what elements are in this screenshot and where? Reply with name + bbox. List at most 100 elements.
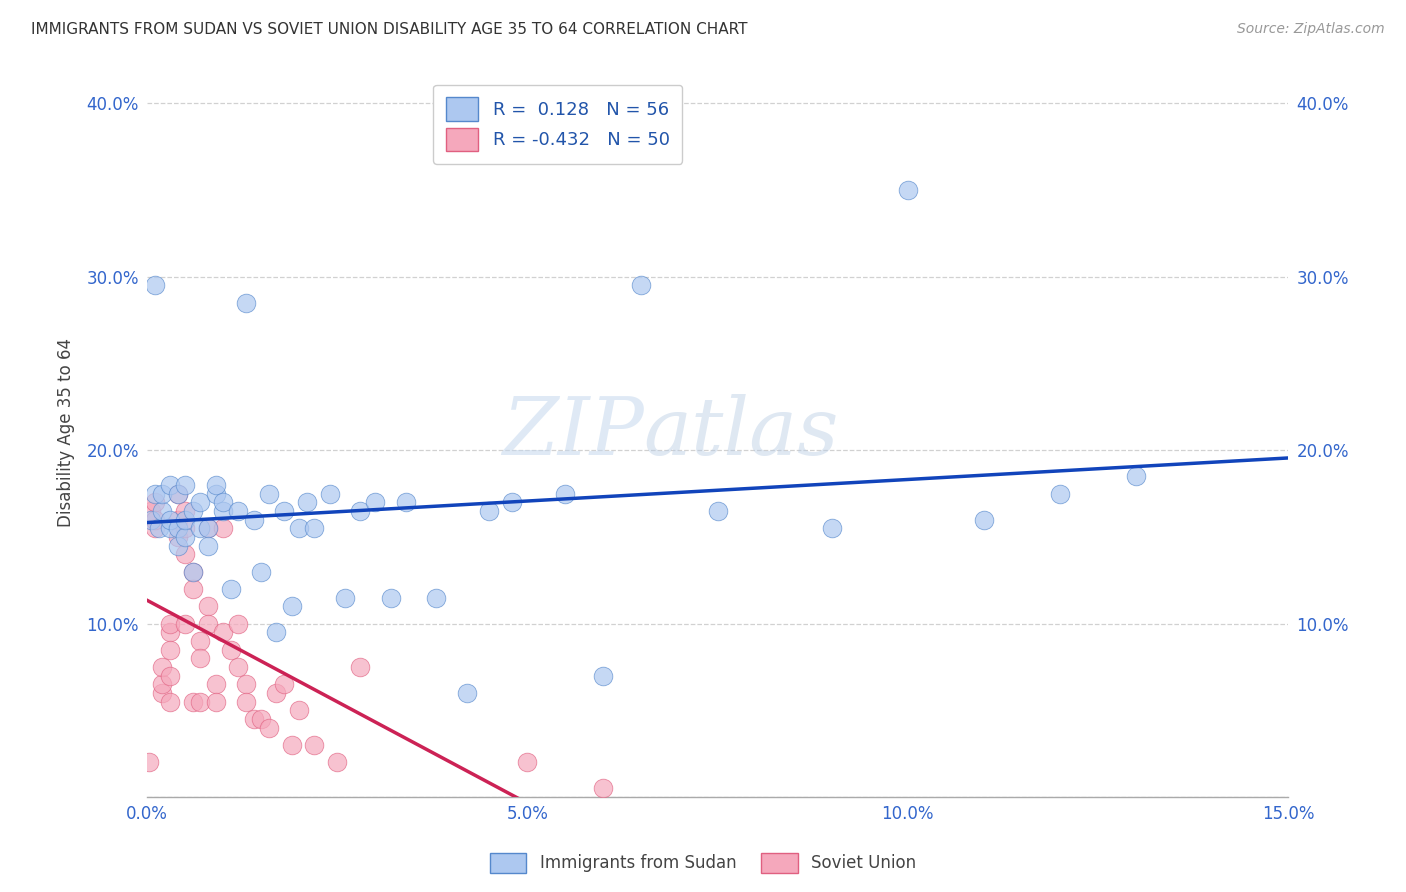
Point [174,530,197,544]
Point [288,521,311,535]
Point [159,669,181,683]
Point [242,712,264,726]
Point [143,278,166,293]
Point [181,504,204,518]
Point [380,591,402,605]
Point [181,695,204,709]
Point [166,521,188,535]
Point [190,651,212,665]
Point [212,521,235,535]
Point [973,512,995,526]
Point [174,521,197,535]
Point [139,512,162,526]
Point [212,504,235,518]
Point [138,756,160,770]
Text: atlas: atlas [644,394,839,472]
Point [174,547,197,561]
Point [143,521,166,535]
Point [148,521,170,535]
Point [150,660,173,674]
Point [235,677,257,691]
Point [288,703,311,717]
Point [349,504,371,518]
Point [159,695,181,709]
Point [190,634,212,648]
Point [159,616,181,631]
Point [1049,486,1071,500]
Point [166,539,188,553]
Text: Source: ZipAtlas.com: Source: ZipAtlas.com [1237,22,1385,37]
Point [456,686,478,700]
Point [197,521,219,535]
Text: ZIP: ZIP [502,394,644,472]
Point [219,642,242,657]
Point [364,495,387,509]
Point [204,677,226,691]
Point [181,565,204,579]
Point [554,486,576,500]
Point [159,512,181,526]
Point [166,512,188,526]
Point [190,521,212,535]
Point [304,738,326,752]
Text: IMMIGRANTS FROM SUDAN VS SOVIET UNION DISABILITY AGE 35 TO 64 CORRELATION CHART: IMMIGRANTS FROM SUDAN VS SOVIET UNION DI… [31,22,748,37]
Point [242,512,264,526]
Point [235,295,257,310]
Point [219,582,242,596]
Point [630,278,652,293]
Point [150,677,173,691]
Point [166,486,188,500]
Point [197,521,219,535]
Point [143,486,166,500]
Point [516,756,538,770]
Point [190,495,212,509]
Point [820,521,842,535]
Point [425,591,447,605]
Point [478,504,501,518]
Point [235,695,257,709]
Point [228,504,250,518]
Point [166,486,188,500]
Point [257,486,280,500]
Point [280,599,302,614]
Point [228,616,250,631]
Point [150,486,173,500]
Point [326,756,349,770]
Point [250,712,273,726]
Point [897,183,920,197]
Point [273,504,295,518]
Point [197,539,219,553]
Point [295,495,318,509]
Point [257,721,280,735]
Point [159,521,181,535]
Point [204,695,226,709]
Point [174,504,197,518]
Point [501,495,523,509]
Point [150,686,173,700]
Point [174,512,197,526]
Point [592,669,614,683]
Point [139,504,162,518]
Point [143,512,166,526]
Point [159,478,181,492]
Point [190,695,212,709]
Point [166,530,188,544]
Point [204,478,226,492]
Point [266,686,288,700]
Point [1125,469,1147,483]
Point [197,599,219,614]
Point [159,642,181,657]
Point [150,504,173,518]
Point [212,625,235,640]
Point [143,495,166,509]
Point [174,616,197,631]
Legend: Immigrants from Sudan, Soviet Union: Immigrants from Sudan, Soviet Union [482,847,924,880]
Point [280,738,302,752]
Legend: R =  0.128   N = 56, R = -0.432   N = 50: R = 0.128 N = 56, R = -0.432 N = 50 [433,85,682,164]
Point [266,625,288,640]
Point [204,486,226,500]
Point [181,582,204,596]
Point [333,591,356,605]
Point [181,565,204,579]
Point [197,616,219,631]
